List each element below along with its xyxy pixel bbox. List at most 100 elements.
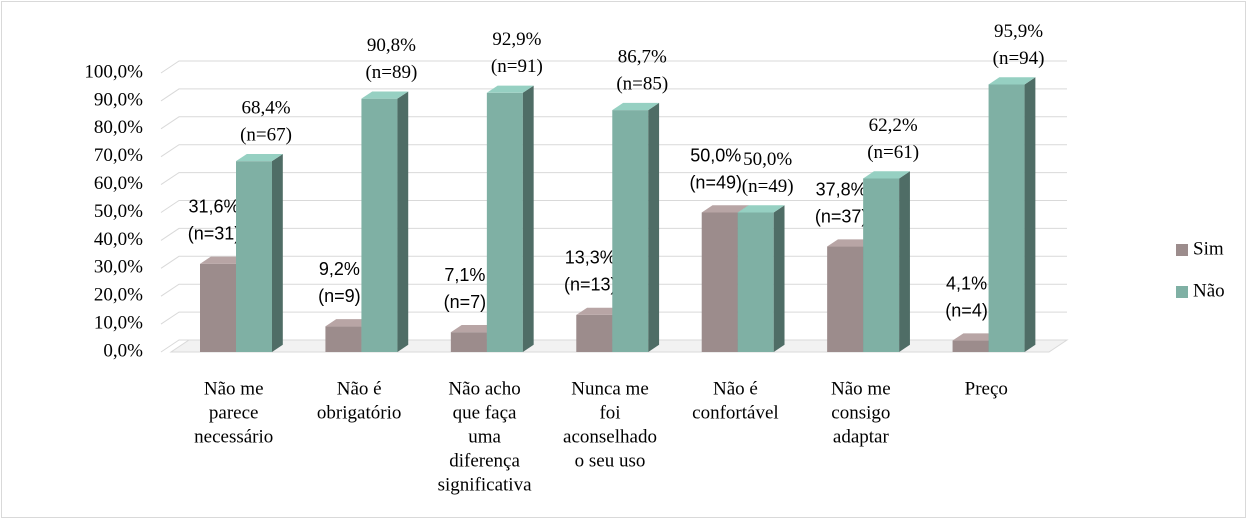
value-label: 90,8% [367,35,416,56]
bar-front [450,332,487,352]
value-label: 31,6% [188,197,239,217]
bar-top [952,333,1000,341]
bar [988,77,1036,353]
x-tick-label: Não é [337,378,382,399]
y-tick-label: 0,0% [103,340,143,361]
y-tick-label: 80,0% [94,117,143,138]
y-tick-label: 40,0% [94,229,143,250]
y-tick-label: 20,0% [94,285,143,306]
value-label: (n=85) [616,73,668,94]
x-tick-label: parece [209,402,259,423]
x-tick-label: Não é [713,378,758,399]
x-tick-label: foi [599,402,620,423]
y-tick-label: 100,0% [84,61,143,82]
bar [486,85,534,353]
bar [863,171,910,352]
value-label: (n=31) [188,224,241,244]
bar-side [648,102,660,352]
y-tick-label: 30,0% [94,257,143,278]
value-label: 9,2% [319,259,360,279]
bar-side [899,171,910,352]
grid-line [160,172,1067,186]
grid-line [160,144,1067,158]
value-label: 4,1% [946,273,987,293]
value-label: 50,0% [690,145,741,165]
grid-line [160,60,1067,74]
bar-top [200,256,247,264]
value-label: 13,3% [565,248,616,268]
legend-label: Sim [1193,238,1224,259]
legend-swatch [1176,286,1188,298]
y-tick-label: 90,0% [94,89,143,110]
bar-front [612,110,649,353]
bar-front [576,314,613,352]
value-label: 92,9% [492,29,541,50]
value-label: 7,1% [444,265,485,285]
bar-top [612,102,660,111]
bar-front [827,246,864,352]
x-tick-label: adaptar [833,426,890,447]
bar-front [701,212,738,352]
value-label: (n=13) [564,275,617,295]
bar-top [486,85,534,93]
y-tick-label: 50,0% [94,201,143,222]
y-tick-label: 60,0% [94,173,143,194]
value-label: (n=61) [867,142,919,163]
bar-front [737,212,774,352]
value-label: (n=89) [365,62,417,83]
bar-top [325,319,373,327]
grid-line [160,88,1067,102]
bar-top [236,153,283,162]
value-label: (n=94) [993,48,1045,69]
value-label: (n=91) [491,56,543,77]
bar-front [952,340,989,352]
value-label: (n=4) [945,300,988,320]
grid-line [160,116,1067,130]
x-tick-label: obrigatório [317,402,401,423]
bar-front [236,161,272,352]
bar-front [200,263,236,352]
x-tick-label: que faça [453,402,517,423]
value-label: (n=67) [240,125,292,146]
bar-side [397,91,409,352]
bar-front [361,98,398,352]
bar [737,205,785,352]
grid-line [160,200,1067,213]
x-tick-label: Não me [204,378,264,399]
x-tick-label: Não me [831,378,891,399]
bar-top [863,171,910,179]
value-label: 37,8% [816,179,867,199]
bar-front [988,84,1025,353]
x-tick-label: Preço [965,378,1008,399]
legend-label: Não [1193,280,1225,301]
value-label: 86,7% [618,46,667,67]
bar [236,153,283,352]
x-tick-label: consigo [831,402,890,423]
x-tick-label: Nunca me [571,378,649,399]
bar [361,91,409,352]
x-tick-label: necessário [194,426,273,447]
bar-top [576,307,624,315]
x-tick-label: confortável [692,402,779,423]
bar-side [522,85,534,352]
bar-side [1024,77,1036,352]
bar-top [988,77,1036,85]
x-tick-label: uma [468,426,501,447]
value-label: (n=7) [444,292,487,312]
x-tick-label: aconselhado [563,426,657,447]
value-label: (n=49) [689,172,742,192]
y-tick-label: 10,0% [94,312,143,333]
bar-top [737,205,785,213]
bar-front [486,92,523,353]
bar-top [450,324,498,333]
value-label: (n=49) [742,176,794,197]
bar-top [827,239,874,247]
bar-top [701,205,749,213]
bar-side [272,153,283,352]
value-label: 62,2% [869,115,918,136]
bar [612,102,660,353]
value-label: 95,9% [994,21,1043,42]
bar-top [361,91,409,99]
bar-front [325,326,362,352]
